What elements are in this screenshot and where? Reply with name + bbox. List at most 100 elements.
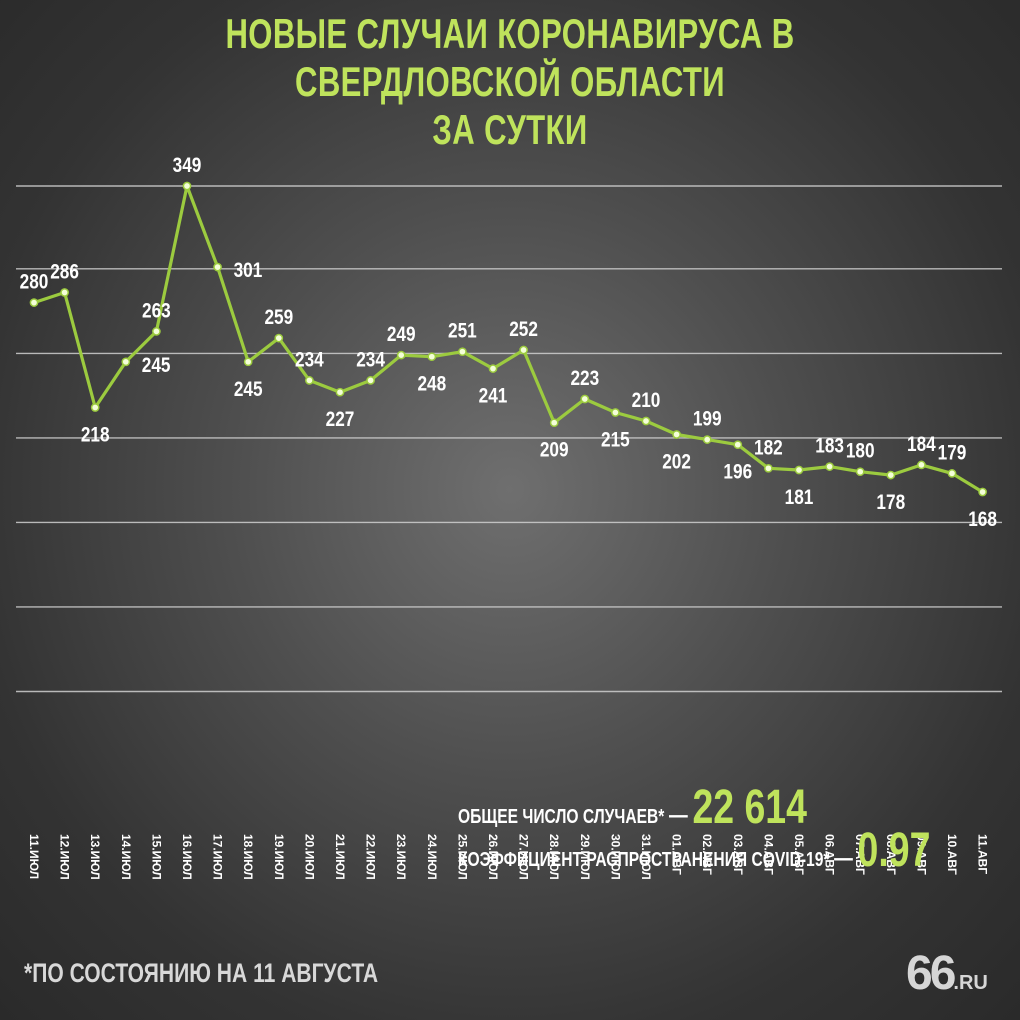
x-tick-label: 14.ИЮЛ xyxy=(119,834,133,880)
x-tick-label: 28.ИЮЛ xyxy=(547,834,561,880)
data-label: 241 xyxy=(479,385,508,408)
data-point xyxy=(580,394,590,404)
spread-coefficient-value: 0.97 xyxy=(857,824,931,877)
title-line-2: ЗА СУТКИ xyxy=(432,106,588,153)
x-tick-label: 17.ИЮЛ xyxy=(211,834,225,880)
total-cases-label: ОБЩЕЕ ЧИСЛО СЛУЧАЕВ* xyxy=(458,806,665,828)
data-label: 263 xyxy=(142,300,171,323)
spread-coefficient-label: КОЭФФИЦИЕНТ РАСПРОСТРАНЕНИЯ COVID-19* xyxy=(458,849,830,871)
x-tick-label: 19.ИЮЛ xyxy=(272,834,286,880)
data-label: 178 xyxy=(876,492,905,515)
x-tick-label: 02.АВГ xyxy=(700,834,714,875)
data-label: 180 xyxy=(846,440,875,463)
data-label: 349 xyxy=(173,155,202,178)
x-tick-label: 12.ИЮЛ xyxy=(58,834,72,880)
x-tick-label: 05.АВГ xyxy=(792,834,806,875)
x-tick-label: 11.АВГ xyxy=(976,834,990,874)
data-point xyxy=(274,333,284,343)
data-point xyxy=(611,408,620,417)
x-tick-label: 30.ИЮЛ xyxy=(608,834,622,880)
x-tick-label: 09.АВГ xyxy=(914,834,928,875)
data-point xyxy=(549,418,559,428)
data-point xyxy=(764,463,773,473)
footnote: *ПО СОСТОЯНИЮ НА 11 АВГУСТА xyxy=(24,958,379,988)
data-point xyxy=(458,347,467,357)
data-label: 181 xyxy=(785,487,814,510)
data-label: 210 xyxy=(632,390,661,413)
data-point xyxy=(488,364,498,373)
data-point xyxy=(305,376,314,385)
x-tick-label: 18.ИЮЛ xyxy=(241,834,255,880)
data-label: 209 xyxy=(540,439,569,462)
x-tick-label: 31.ИЮЛ xyxy=(639,834,653,880)
spread-coefficient-stat: КОЭФФИЦИЕНТ РАСПРОСТРАНЕНИЯ COVID-19* —0.… xyxy=(458,823,930,878)
data-label: 202 xyxy=(662,451,691,474)
site-logo[interactable]: 66.RU xyxy=(906,946,988,1001)
data-label: 259 xyxy=(264,307,293,330)
data-point xyxy=(978,487,987,497)
data-point xyxy=(60,288,69,297)
total-cases-value: 22 614 xyxy=(692,781,807,834)
data-point xyxy=(947,469,957,478)
x-tick-label: 16.ИЮЛ xyxy=(180,834,194,880)
data-point xyxy=(825,462,834,471)
x-tick-label: 15.ИЮЛ xyxy=(149,834,163,880)
data-point xyxy=(29,298,39,307)
data-label: 184 xyxy=(907,433,936,456)
total-cases-stat: ОБЩЕЕ ЧИСЛО СЛУЧАЕВ* —22 614 xyxy=(458,780,807,835)
data-label: 249 xyxy=(387,324,416,347)
data-label: 168 xyxy=(968,509,997,532)
x-tick-label: 20.ИЮЛ xyxy=(302,834,316,880)
data-label: 227 xyxy=(326,409,355,432)
x-tick-label: 26.ИЮЛ xyxy=(486,834,500,880)
x-tick-label: 03.АВГ xyxy=(731,834,745,875)
data-point xyxy=(121,357,131,367)
data-point xyxy=(152,327,161,336)
data-label: 179 xyxy=(938,442,967,465)
x-tick-label: 21.ИЮЛ xyxy=(333,834,347,880)
logo-domain: .RU xyxy=(953,972,988,994)
data-label: 280 xyxy=(20,271,49,294)
data-point xyxy=(396,350,406,360)
x-tick-label: 06.АВГ xyxy=(823,834,837,875)
data-label: 245 xyxy=(142,354,171,377)
series-line xyxy=(33,184,984,494)
data-point xyxy=(427,352,437,362)
data-point xyxy=(641,416,651,426)
data-label: 251 xyxy=(448,320,477,343)
data-label: 234 xyxy=(356,349,385,372)
x-tick-label: 08.АВГ xyxy=(884,834,898,875)
logo-number: 66 xyxy=(906,947,956,1000)
data-label: 234 xyxy=(295,349,324,372)
spread-coefficient-dash: — xyxy=(834,845,853,872)
data-point xyxy=(794,465,804,475)
data-point xyxy=(672,430,681,439)
x-tick-label: 13.ИЮЛ xyxy=(88,834,102,880)
data-point xyxy=(733,440,743,450)
data-point xyxy=(366,376,375,385)
data-point xyxy=(519,345,528,355)
x-tick-label: 29.ИЮЛ xyxy=(578,834,592,880)
data-label: 301 xyxy=(234,260,263,283)
x-tick-label: 25.ИЮЛ xyxy=(455,834,469,880)
data-point xyxy=(886,470,896,480)
x-tick-label: 04.АВГ xyxy=(761,834,775,875)
data-point xyxy=(213,262,222,272)
x-tick-label: 22.ИЮЛ xyxy=(364,834,378,880)
data-point xyxy=(855,467,865,477)
x-tick-label: 23.ИЮЛ xyxy=(394,834,408,880)
data-point xyxy=(702,435,712,444)
data-label: 218 xyxy=(81,424,110,447)
data-label: 182 xyxy=(754,437,783,460)
data-label: 286 xyxy=(50,261,79,284)
x-tick-label: 10.АВГ xyxy=(945,834,959,875)
x-tick-label: 24.ИЮЛ xyxy=(425,834,439,880)
data-label: 245 xyxy=(234,378,263,401)
x-tick-label: 01.АВГ xyxy=(670,834,684,875)
title-line-1: НОВЫЕ СЛУЧАИ КОРОНАВИРУСА В СВЕРДЛОВСКОЙ… xyxy=(225,10,795,105)
total-cases-dash: — xyxy=(669,802,688,829)
x-tick-label: 11.ИЮЛ xyxy=(27,834,41,879)
data-label: 252 xyxy=(509,319,538,342)
data-label: 223 xyxy=(570,368,599,391)
